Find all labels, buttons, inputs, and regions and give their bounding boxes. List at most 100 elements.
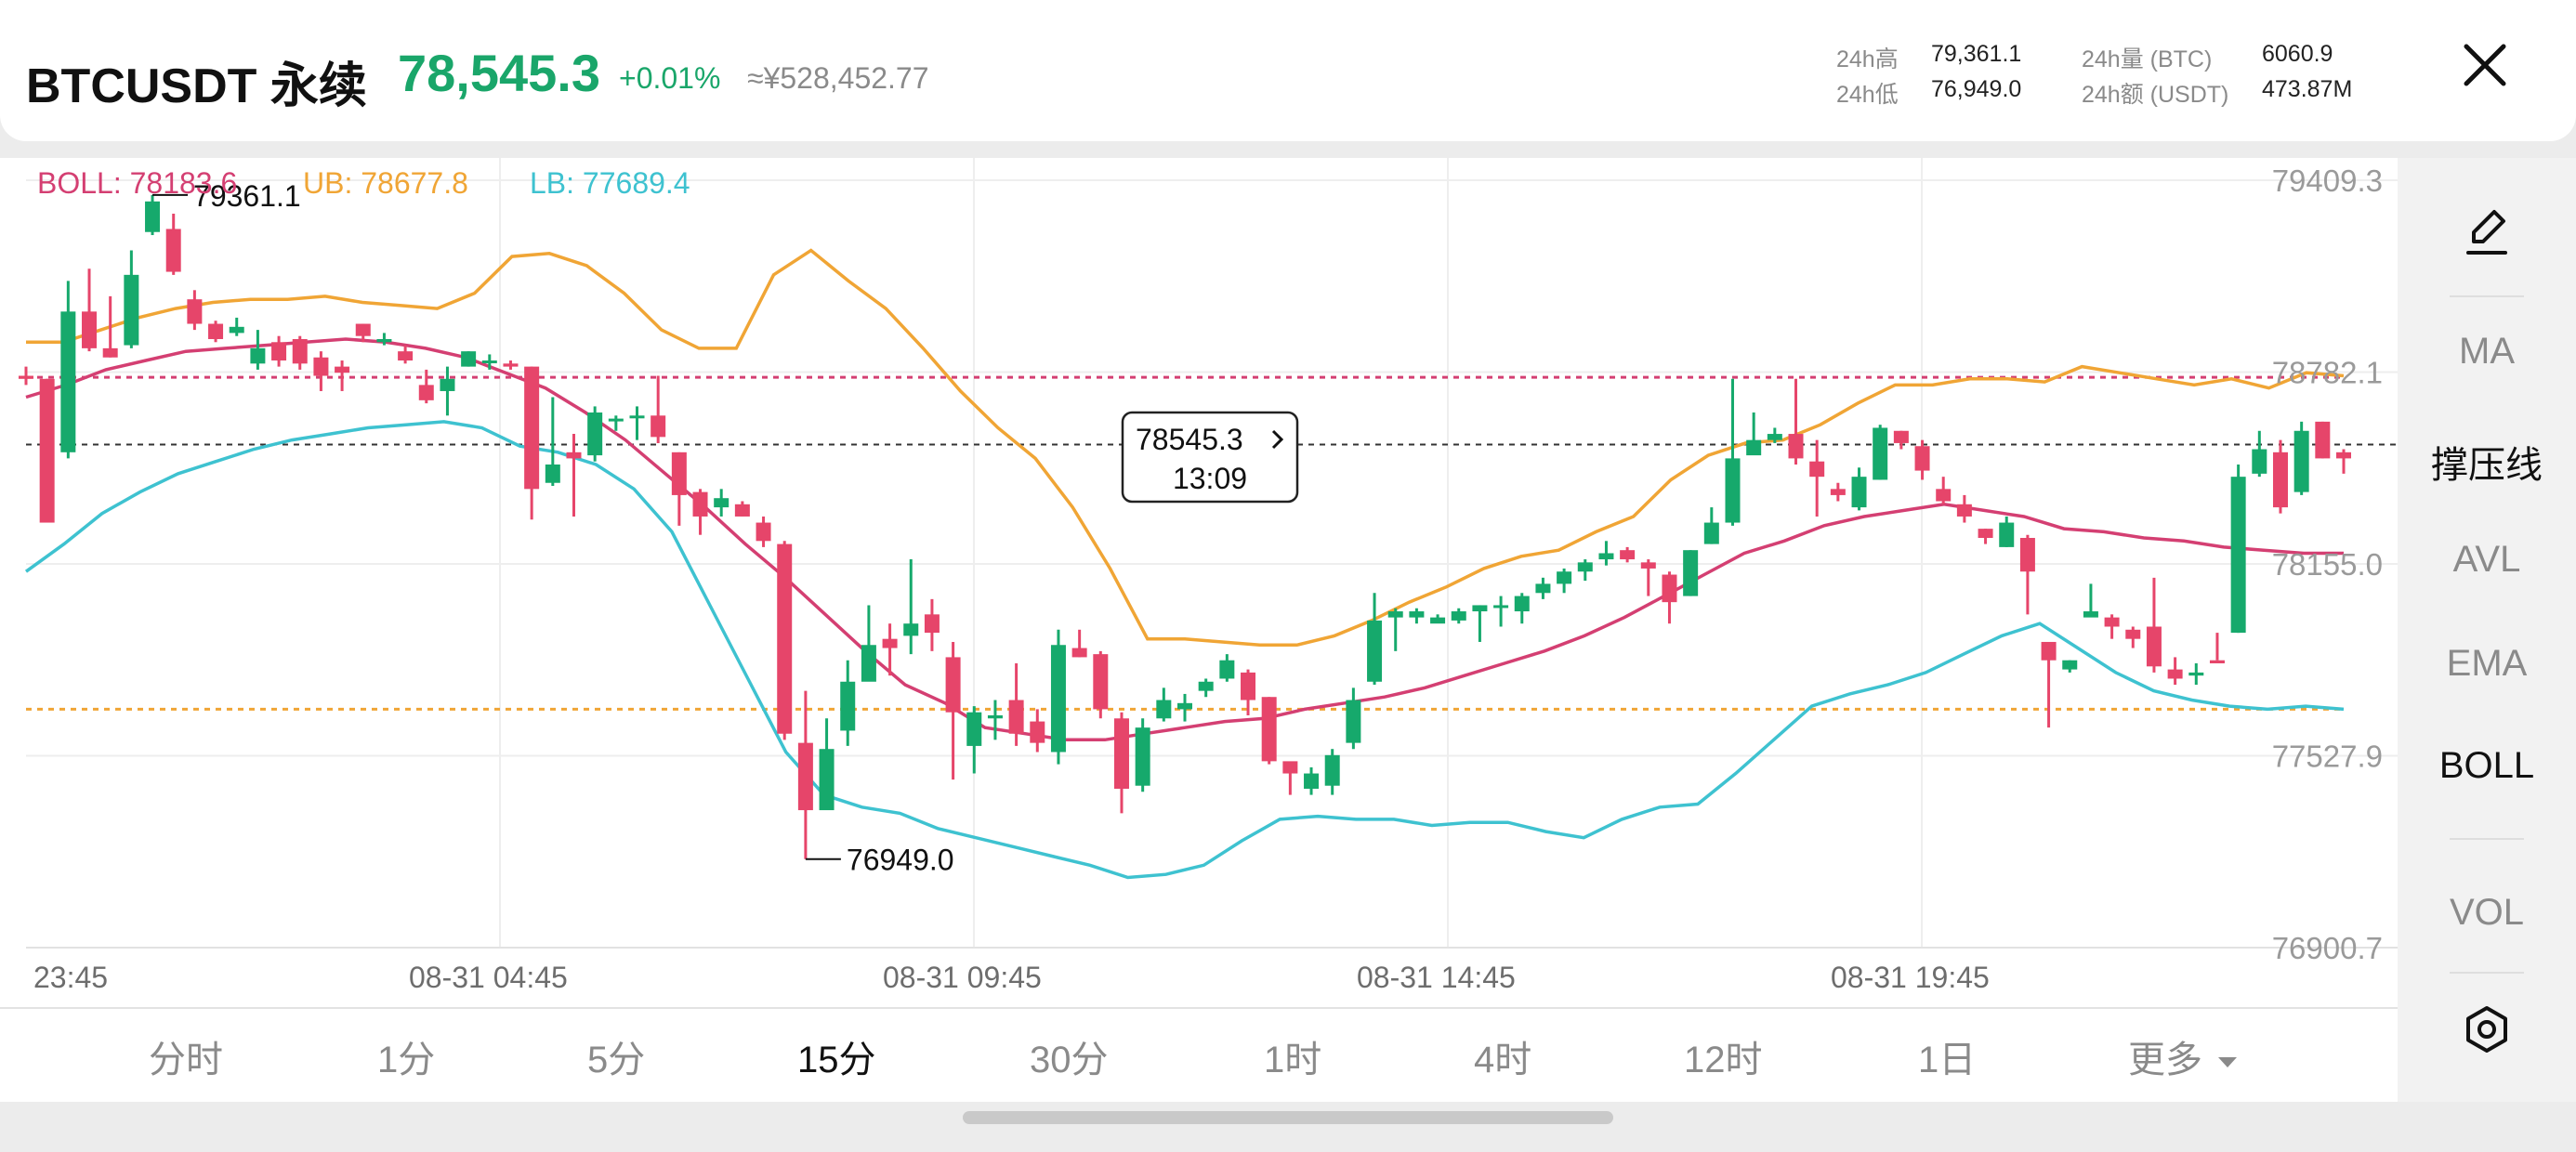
candle-body — [1493, 605, 1509, 609]
horizontal-scrollbar[interactable] — [963, 1111, 1613, 1124]
candle-body — [1304, 773, 1320, 790]
candle-body — [1177, 702, 1192, 710]
candle-body — [1282, 761, 1298, 774]
timeframe-30m[interactable]: 30分 — [1030, 1040, 1109, 1080]
draw-tool-icon[interactable] — [2459, 204, 2515, 260]
candle-body — [1535, 583, 1551, 594]
candle-body — [1598, 553, 1614, 560]
candle-body — [966, 712, 982, 746]
candle-body — [1557, 571, 1572, 584]
tool-support-resistance[interactable]: 撑压线 — [2431, 445, 2543, 486]
candle-body — [1851, 477, 1867, 508]
chart-panel[interactable]: 79361.1 76949.0 79409.3 78782.1 78155.0 77527… — [0, 158, 2398, 1102]
candle-body — [2125, 629, 2141, 639]
candle-body — [165, 229, 181, 272]
timeframe-5m[interactable]: 5分 — [587, 1040, 646, 1080]
tool-ema[interactable]: EMA — [2446, 643, 2528, 684]
candle-body — [1514, 596, 1530, 612]
tool-avl[interactable]: AVL — [2452, 539, 2521, 580]
candle-body — [398, 351, 414, 361]
candle-body — [1113, 718, 1129, 790]
timeframe-more[interactable]: 更多 — [2128, 1029, 2238, 1083]
indicator-toolbar: MA 撑压线 AVL EMA BOLL VOL — [2398, 158, 2576, 1102]
candle-body — [60, 311, 76, 452]
candle-body — [840, 681, 856, 731]
timeframe-4h[interactable]: 4时 — [1474, 1040, 1532, 1080]
candle-body — [1703, 522, 1719, 544]
tool-vol[interactable]: VOL — [2449, 892, 2525, 933]
candle-body — [503, 363, 519, 367]
more-label: 更多 — [2128, 1040, 2202, 1080]
countdown-label: 13:09 — [1173, 462, 1247, 495]
candle-body — [1662, 574, 1677, 603]
close-icon[interactable] — [2461, 41, 2509, 89]
x-tick-label: 08-31 04:45 — [409, 961, 568, 994]
candle-body — [2230, 477, 2246, 634]
low-value: 76,949.0 — [1931, 76, 2022, 102]
candle-body — [1430, 617, 1446, 624]
candle-body — [756, 522, 771, 542]
candle-body — [1135, 727, 1150, 786]
timeframe-15m[interactable]: 15分 — [797, 1040, 876, 1080]
candle-body — [1387, 611, 1403, 618]
candlestick-chart[interactable]: 79361.1 76949.0 79409.3 78782.1 78155.0 77527… — [0, 158, 2398, 1102]
timeframe-1m[interactable]: 1分 — [377, 1040, 436, 1080]
timeframe-tick[interactable]: 分时 — [149, 1040, 223, 1080]
candle-body — [671, 452, 687, 495]
candle-body — [819, 749, 835, 811]
candle-body — [2315, 421, 2331, 459]
tool-ma[interactable]: MA — [2459, 331, 2515, 372]
candle-body — [903, 623, 919, 636]
x-tick-label: 08-31 19:45 — [1831, 961, 1990, 994]
y-tick-label: 78155.0 — [2272, 547, 2383, 582]
candle-body — [1409, 611, 1425, 618]
candle-body — [2188, 672, 2204, 676]
candle-body — [1999, 522, 2015, 547]
candle-body — [82, 311, 98, 348]
y-tick-label: 77527.9 — [2272, 739, 2383, 773]
symbol-title: BTCUSDT 永续 — [26, 59, 367, 113]
candle-body — [187, 299, 203, 324]
candle-body — [629, 415, 645, 419]
timeframe-1h[interactable]: 1时 — [1264, 1040, 1322, 1080]
candle-body — [2252, 449, 2267, 474]
candle-body — [2336, 452, 2351, 459]
candle-body — [1577, 562, 1593, 572]
candle-body — [418, 385, 434, 400]
candle-body — [651, 415, 666, 438]
candle-body — [1893, 430, 1909, 443]
candle-body — [1830, 489, 1846, 495]
candle-body — [2104, 617, 2120, 627]
candle-body — [524, 366, 540, 490]
candle-body — [2083, 611, 2098, 618]
candle-body — [102, 347, 118, 358]
candle-body — [335, 366, 350, 373]
high-label: 24h高 — [1836, 46, 1899, 72]
settings-icon[interactable] — [2463, 1005, 2511, 1054]
candle-body — [692, 491, 708, 517]
candle-body — [440, 378, 455, 391]
candle-body — [376, 338, 392, 343]
candle-body — [1978, 529, 1993, 539]
candle-body — [2209, 660, 2225, 664]
candle-body — [1472, 605, 1488, 612]
candle-body — [355, 323, 371, 336]
candle-body — [797, 742, 813, 811]
timeframe-1d[interactable]: 1日 — [1918, 1040, 1977, 1080]
candle-body — [734, 504, 750, 517]
price-cny: ≈¥528,452.77 — [747, 61, 929, 95]
candle-body — [1261, 697, 1277, 762]
candle-body — [1746, 439, 1762, 456]
candle-body — [1156, 700, 1172, 719]
candle-body — [313, 357, 329, 376]
max-price-label: 79361.1 — [193, 179, 301, 213]
candle-body — [145, 201, 161, 232]
candle-body — [945, 657, 961, 713]
ub-legend: UB: 78677.8 — [303, 166, 468, 200]
candle-body — [124, 274, 139, 346]
tool-boll[interactable]: BOLL — [2438, 745, 2535, 786]
candle-body — [39, 378, 55, 523]
x-tick-label: 23:45 — [33, 961, 108, 994]
candle-body — [2272, 452, 2288, 508]
timeframe-12h[interactable]: 12时 — [1684, 1040, 1763, 1080]
